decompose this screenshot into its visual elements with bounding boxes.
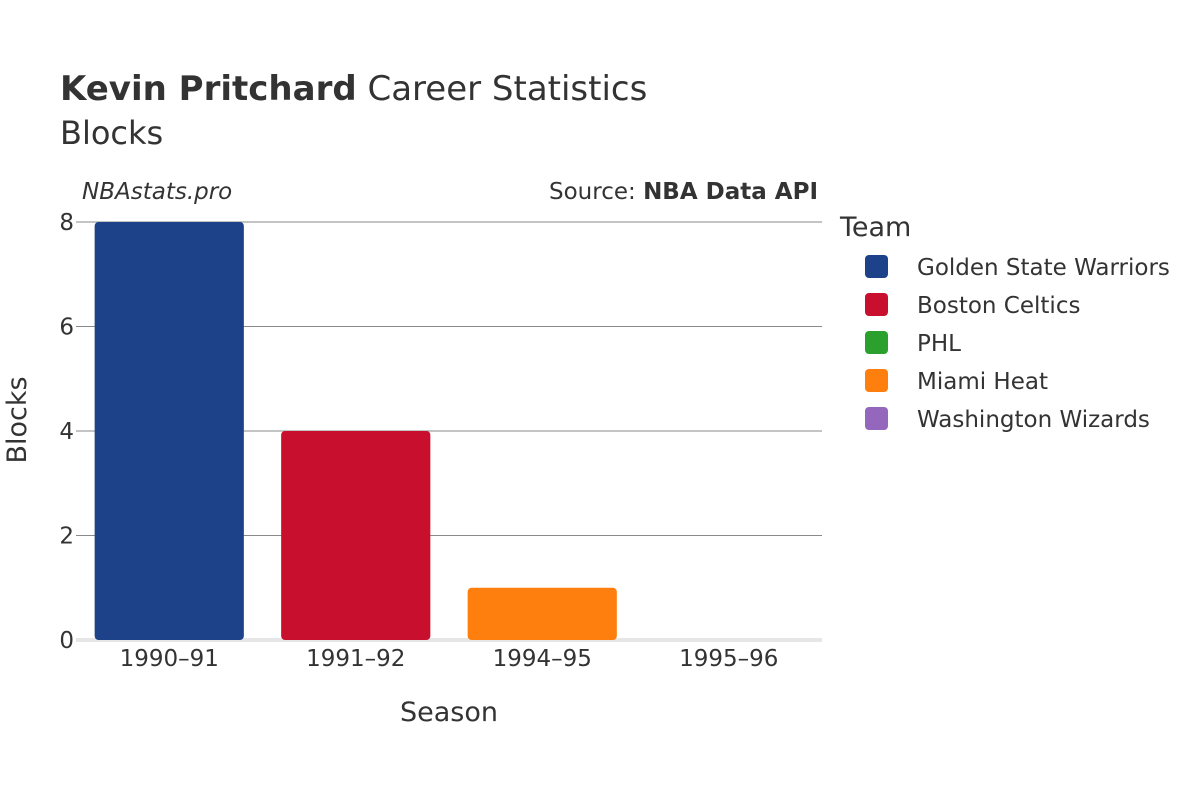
bar-1990–91	[94, 222, 244, 640]
y-tick-label: 2	[59, 524, 74, 550]
legend-label: Miami Heat	[917, 369, 1048, 395]
legend-swatch	[865, 331, 888, 354]
legend-label: Golden State Warriors	[917, 255, 1170, 281]
legend-label: PHL	[917, 331, 961, 357]
legend-items: Golden State Warriors Boston Celtics PHL Mi…	[865, 255, 1170, 433]
source-prefix: Source:	[549, 179, 643, 205]
x-tick-label: 1990–91	[120, 646, 219, 672]
legend: Team Golden State Warriors Boston Celtics…	[839, 212, 1170, 433]
x-tick-label: 1995–96	[679, 646, 778, 672]
legend-swatch	[865, 407, 888, 430]
chart-title-bold: Kevin Pritchard	[60, 69, 357, 109]
chart-title-rest: Career Statistics	[357, 69, 648, 109]
source-text: Source: NBA Data API	[549, 179, 818, 205]
y-tick-label: 0	[59, 628, 74, 654]
legend-swatch	[865, 255, 888, 278]
chart-title: Kevin Pritchard Career Statistics	[60, 69, 647, 109]
y-tick-labels: 0 2 4 6 8	[59, 210, 74, 654]
source-name: NBA Data API	[643, 179, 818, 205]
bar-1994–95	[467, 587, 617, 640]
legend-label: Washington Wizards	[917, 407, 1150, 433]
legend-title: Team	[839, 212, 911, 243]
y-tick-label: 4	[59, 419, 74, 445]
x-axis-label: Season	[400, 697, 498, 728]
legend-swatch	[865, 369, 888, 392]
bar-1991–92	[281, 431, 431, 640]
legend-swatch	[865, 293, 888, 316]
x-tick-label: 1994–95	[493, 646, 592, 672]
y-tick-label: 8	[59, 210, 74, 236]
x-tick-labels: 1990–91 1991–92 1994–95 1995–96	[120, 646, 779, 672]
watermark-text: NBAstats.pro	[82, 179, 232, 205]
y-tick-label: 6	[59, 315, 74, 341]
bars	[94, 222, 617, 640]
chart-subtitle: Blocks	[60, 114, 163, 152]
x-tick-label: 1991–92	[306, 646, 405, 672]
y-axis-label: Blocks	[2, 376, 33, 463]
legend-label: Boston Celtics	[917, 293, 1080, 319]
